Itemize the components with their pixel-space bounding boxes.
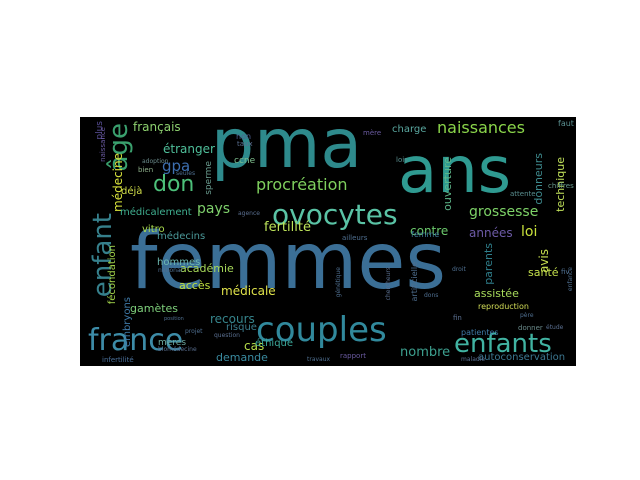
word-biomedecine: biomédecine — [158, 346, 197, 353]
word-genetique: génétique — [335, 267, 342, 298]
word-avis: avis — [537, 249, 551, 274]
word-etranger: étranger — [163, 142, 215, 156]
word-don: don — [153, 172, 195, 197]
word-ccne: ccne — [234, 156, 256, 166]
word-maladie: maladie — [461, 356, 486, 363]
word-naissance: naissance — [99, 127, 107, 162]
word-faut: faut — [558, 119, 574, 128]
word-droit: droit — [452, 266, 466, 273]
word-attente: attente — [510, 190, 536, 198]
word-medecins: médecins — [157, 231, 206, 242]
word-medicalement: médicalement — [120, 207, 192, 218]
word-position: position — [164, 316, 184, 322]
word-charge: charge — [392, 124, 427, 135]
word-non: non — [236, 132, 252, 141]
word-lois: lois — [396, 156, 408, 164]
word-demande: demande — [216, 351, 268, 364]
word-adoption: adoption — [142, 158, 169, 165]
word-ans: ans — [398, 134, 512, 208]
word-deja: déjà — [121, 186, 143, 197]
word-infertilite: infertilité — [102, 356, 134, 364]
word-dons: dons — [424, 292, 439, 299]
word-ethique: éthique — [255, 338, 294, 349]
word-hommes: hommes — [157, 257, 201, 268]
word-acces: accès — [179, 279, 211, 292]
word-pays: pays — [197, 201, 231, 217]
word-naissances: naissances — [437, 118, 525, 137]
word-fin: fin — [453, 314, 462, 322]
word-vitro: vitro — [142, 224, 165, 235]
word-artificielle: artificielle — [410, 262, 419, 302]
word-annees: années — [469, 226, 513, 240]
word-recours: recours — [210, 312, 255, 326]
word-chercheurs: chercheurs — [385, 267, 392, 301]
word-sante: santé — [528, 266, 559, 279]
word-patientes: patientes — [461, 328, 499, 337]
word-ovocytes: ovocytes — [272, 198, 398, 231]
word-cas: cas — [244, 339, 265, 353]
word-ouverture: ouverture — [441, 157, 454, 211]
word-gametes: gamètes — [130, 302, 179, 315]
word-seules: seules — [176, 170, 196, 177]
word-rapport: rapport — [340, 352, 366, 360]
word-fiv: fiv — [561, 268, 570, 276]
word-medicale: médicale — [221, 284, 276, 298]
word-meres: mères — [158, 338, 187, 348]
word-academie: académie — [180, 262, 234, 275]
word-autoconservation: autoconservation — [478, 352, 566, 363]
word-risque: risque — [226, 322, 257, 333]
word-mere: mère — [363, 129, 382, 137]
word-taux: taux — [237, 140, 253, 148]
word-pma: pma — [211, 117, 363, 184]
word-france: france — [88, 323, 184, 358]
word-pere: père — [520, 312, 534, 319]
word-ailleurs: ailleurs — [342, 234, 368, 242]
word-cloud: femmes pma ans couples france enfants ov… — [80, 117, 576, 366]
word-fertilite: fertilité — [264, 220, 311, 235]
word-couples: couples — [256, 310, 387, 350]
word-fecondation: fécondation — [107, 245, 118, 305]
word-sperme: sperme — [204, 161, 214, 195]
word-projet: projet — [185, 328, 203, 335]
word-travaux: travaux — [307, 356, 331, 363]
word-national: national — [158, 267, 183, 274]
word-donner: donner — [518, 324, 543, 332]
word-francais: français — [133, 120, 181, 134]
word-embryons: embryons — [122, 297, 133, 347]
word-question: question — [214, 332, 240, 339]
word-nombre: nombre — [400, 345, 451, 360]
word-agence: agence — [238, 210, 260, 217]
word-parents: parents — [482, 243, 495, 285]
word-procreation: procréation — [256, 175, 348, 194]
word-chiffres: chiffres — [548, 182, 574, 190]
word-reproduction: reproduction — [478, 302, 529, 311]
word-enfants: enfants — [454, 329, 552, 359]
word-grossesse: grossesse — [469, 204, 539, 220]
word-femme: femme — [411, 230, 440, 239]
word-contre: contre — [410, 224, 449, 238]
word-femmes: femmes — [130, 217, 447, 307]
word-enfance: enfance — [567, 267, 574, 292]
word-bien: bien — [138, 166, 154, 174]
word-medecine: médecine — [111, 153, 125, 212]
word-gpa: gpa — [162, 157, 191, 175]
word-loi: loi — [521, 224, 538, 240]
word-assistee: assistée — [474, 287, 519, 300]
word-etude: étude — [546, 324, 564, 331]
